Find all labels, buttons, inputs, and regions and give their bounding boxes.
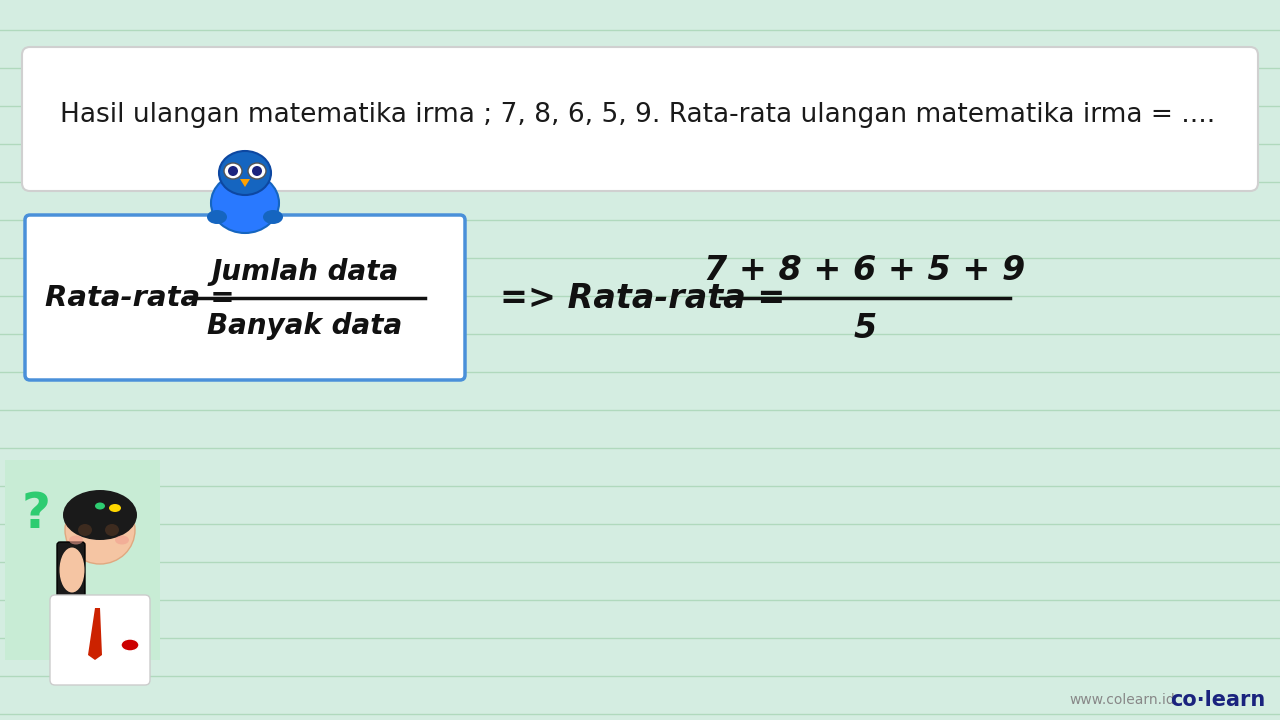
Ellipse shape [262, 210, 283, 224]
Ellipse shape [95, 503, 105, 510]
Ellipse shape [224, 163, 242, 179]
Ellipse shape [109, 504, 122, 512]
Polygon shape [253, 155, 262, 165]
Ellipse shape [211, 173, 279, 233]
FancyBboxPatch shape [22, 47, 1258, 191]
Text: 5: 5 [854, 312, 877, 344]
Ellipse shape [122, 639, 140, 651]
FancyBboxPatch shape [50, 595, 150, 685]
Ellipse shape [207, 210, 227, 224]
FancyBboxPatch shape [5, 460, 160, 660]
Ellipse shape [78, 524, 92, 536]
FancyBboxPatch shape [58, 542, 84, 638]
Text: Banyak data: Banyak data [207, 312, 403, 340]
Text: Jumlah data: Jumlah data [211, 258, 398, 286]
Text: 7 + 8 + 6 + 5 + 9: 7 + 8 + 6 + 5 + 9 [704, 253, 1025, 287]
Text: Hasil ulangan matematika irma ; 7, 8, 6, 5, 9. Rata-rata ulangan matematika irma: Hasil ulangan matematika irma ; 7, 8, 6,… [60, 102, 1215, 128]
Text: Rata-rata =: Rata-rata = [45, 284, 234, 312]
Text: co·learn: co·learn [1170, 690, 1265, 710]
Ellipse shape [219, 151, 271, 195]
Text: ?: ? [22, 490, 51, 538]
Ellipse shape [115, 536, 129, 544]
Text: www.colearn.id: www.colearn.id [1069, 693, 1175, 707]
Polygon shape [241, 179, 250, 187]
Ellipse shape [69, 536, 83, 544]
Ellipse shape [228, 166, 238, 176]
FancyBboxPatch shape [26, 215, 465, 380]
Ellipse shape [105, 524, 119, 536]
Ellipse shape [252, 166, 262, 176]
Text: => Rata-rata =: => Rata-rata = [500, 282, 786, 315]
Polygon shape [227, 155, 237, 165]
Ellipse shape [248, 163, 266, 179]
Polygon shape [88, 608, 102, 660]
Ellipse shape [59, 547, 84, 593]
Ellipse shape [63, 490, 137, 540]
Ellipse shape [65, 496, 134, 564]
